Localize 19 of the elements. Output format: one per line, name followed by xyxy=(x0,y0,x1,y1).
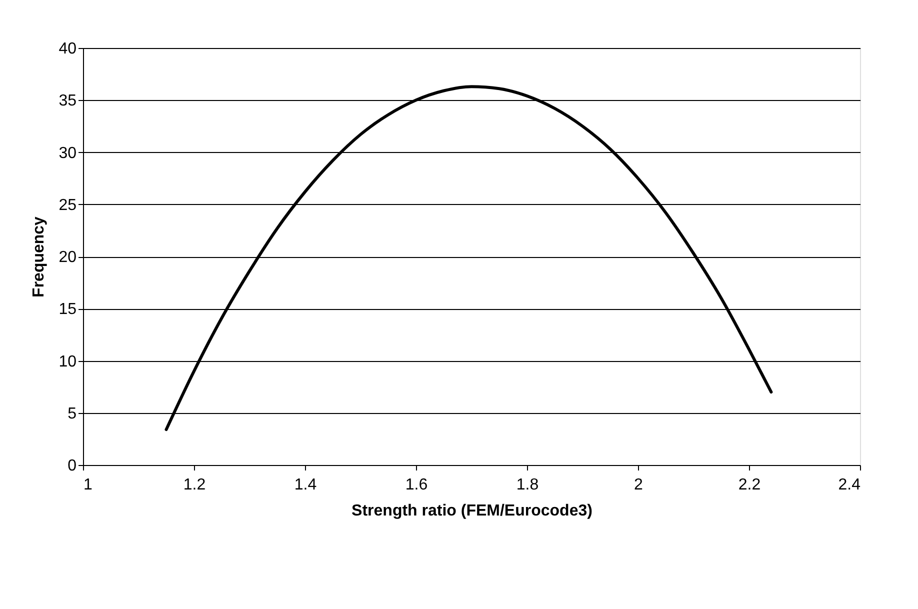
x-tick-label: 1.4 xyxy=(294,476,317,494)
x-tick-label: 1.2 xyxy=(183,476,206,494)
x-tick-label: 1 xyxy=(84,476,92,494)
x-axis-title: Strength ratio (FEM/Eurocode3) xyxy=(352,502,592,520)
y-tick-label: 30 xyxy=(58,144,77,162)
x-tick-label: 1.8 xyxy=(516,476,539,494)
y-tick-label: 20 xyxy=(58,249,77,266)
x-tick-label: 2 xyxy=(634,476,644,494)
y-tick-label: 35 xyxy=(58,92,77,110)
y-tick-label: 10 xyxy=(58,353,77,370)
x-tick-label: 1.6 xyxy=(405,476,428,494)
x-tick-label: 2.4 xyxy=(838,476,861,494)
y-tick-label: 40 xyxy=(58,40,77,58)
y-tick-label: 5 xyxy=(68,405,77,422)
y-axis-title: Frequency xyxy=(30,216,48,298)
y-tick-label: 0 xyxy=(68,458,77,474)
y-tick-label: 15 xyxy=(58,301,77,318)
x-tick-label: 2.2 xyxy=(738,476,761,494)
y-tick-label: 25 xyxy=(58,196,77,214)
